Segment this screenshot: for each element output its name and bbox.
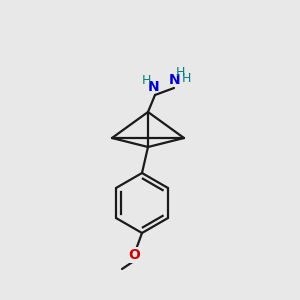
Text: O: O: [128, 248, 140, 262]
Text: H: H: [181, 72, 191, 85]
Text: N: N: [169, 73, 181, 87]
Text: N: N: [148, 80, 160, 94]
Text: H: H: [175, 66, 185, 79]
Text: H: H: [141, 74, 151, 87]
